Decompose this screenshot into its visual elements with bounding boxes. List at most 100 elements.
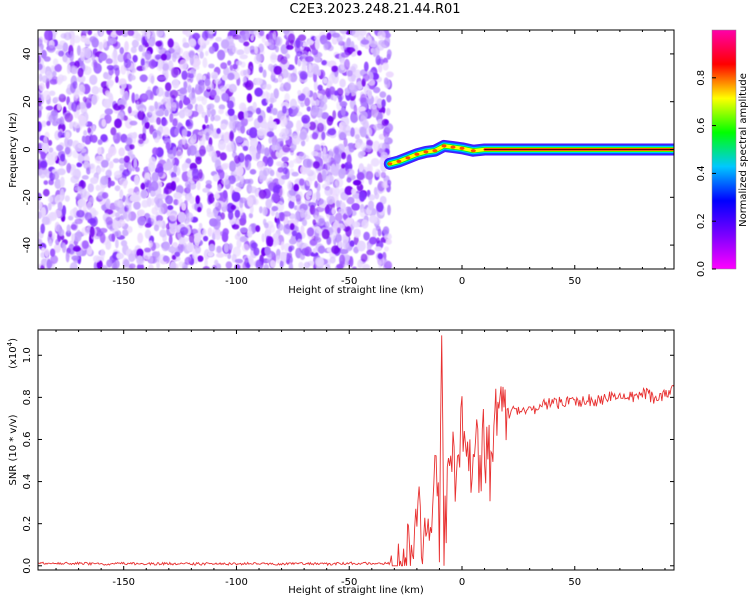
noise-speckle xyxy=(145,179,152,188)
noise-speckle xyxy=(208,63,215,69)
noise-speckle xyxy=(299,71,308,80)
noise-speckle xyxy=(175,149,183,160)
noise-speckle xyxy=(84,48,92,59)
noise-speckle xyxy=(155,110,165,117)
noise-speckle xyxy=(41,247,46,252)
noise-speckle xyxy=(258,174,265,183)
noise-speckle xyxy=(163,241,170,251)
noise-speckle xyxy=(218,108,224,115)
noise-speckle xyxy=(280,128,289,136)
noise-speckle xyxy=(46,45,56,53)
noise-speckle xyxy=(183,81,188,90)
noise-speckle xyxy=(48,239,53,247)
noise-speckle xyxy=(279,260,284,268)
noise-speckle xyxy=(69,65,79,74)
noise-speckle xyxy=(346,196,355,205)
noise-speckle xyxy=(202,75,206,81)
spectrogram-y-label: Frequency (Hz) xyxy=(8,112,19,188)
noise-speckle xyxy=(351,111,355,121)
noise-speckle xyxy=(124,197,132,209)
noise-speckle xyxy=(337,208,345,215)
noise-speckle xyxy=(301,50,309,59)
noise-speckle xyxy=(232,224,240,230)
noise-speckle xyxy=(365,33,371,42)
noise-speckle xyxy=(198,222,203,229)
noise-speckle xyxy=(144,247,152,253)
noise-speckle xyxy=(174,251,181,257)
noise-speckle xyxy=(91,94,98,106)
noise-speckle xyxy=(105,58,113,65)
noise-speckle xyxy=(232,63,238,70)
noise-speckle xyxy=(112,64,120,71)
snr-y-tick-label: 0.0 xyxy=(22,558,33,574)
noise-speckle xyxy=(184,256,192,266)
noise-speckle xyxy=(272,30,277,40)
noise-speckle xyxy=(54,63,62,73)
noise-speckle xyxy=(61,205,67,217)
noise-speckle xyxy=(254,87,263,97)
noise-speckle xyxy=(239,262,244,269)
noise-speckle xyxy=(173,164,178,174)
noise-speckle xyxy=(352,51,357,57)
noise-speckle xyxy=(301,63,307,74)
noise-speckle xyxy=(367,78,376,86)
noise-speckle xyxy=(46,258,52,269)
noise-speckle xyxy=(276,255,281,264)
noise-speckle xyxy=(103,98,112,109)
noise-speckle xyxy=(185,194,190,203)
noise-speckle xyxy=(195,156,202,165)
noise-speckle xyxy=(156,260,160,269)
noise-speckle xyxy=(117,200,123,208)
noise-speckle xyxy=(227,100,234,109)
noise-speckle xyxy=(108,37,117,45)
noise-speckle xyxy=(276,138,284,144)
noise-speckle xyxy=(41,216,51,225)
noise-speckle xyxy=(136,255,144,265)
noise-speckle xyxy=(87,218,96,224)
noise-speckle xyxy=(229,119,236,130)
noise-speckle xyxy=(127,106,132,114)
noise-speckle xyxy=(248,255,254,266)
noise-speckle xyxy=(210,114,215,122)
noise-speckle xyxy=(115,239,119,249)
noise-speckle xyxy=(199,51,204,59)
noise-speckle xyxy=(384,135,389,143)
noise-speckle xyxy=(284,93,290,103)
noise-speckle xyxy=(152,147,159,156)
noise-speckle xyxy=(319,102,328,112)
noise-speckle xyxy=(374,192,380,200)
noise-speckle xyxy=(156,30,164,38)
noise-speckle xyxy=(372,86,381,94)
noise-speckle xyxy=(291,230,298,237)
noise-speckle xyxy=(329,86,336,95)
noise-speckle xyxy=(336,87,344,96)
signal-blob xyxy=(414,152,420,156)
noise-speckle xyxy=(262,218,267,226)
noise-speckle xyxy=(334,147,340,155)
noise-speckle xyxy=(236,238,242,249)
snr-x-tick-label: -100 xyxy=(225,577,248,588)
noise-speckle xyxy=(129,120,138,126)
noise-speckle xyxy=(118,157,126,164)
noise-speckle xyxy=(357,50,362,56)
noise-speckle xyxy=(72,246,81,252)
noise-speckle xyxy=(83,161,91,169)
noise-speckle xyxy=(348,82,355,91)
noise-speckle xyxy=(297,34,307,42)
colorbar-tick-label: 0.0 xyxy=(696,261,707,277)
noise-speckle xyxy=(377,253,383,260)
snr-multiplier-exp: 4 xyxy=(6,341,14,346)
noise-speckle xyxy=(147,217,152,228)
noise-speckle xyxy=(48,230,53,238)
snr-y-tick-label: 0.8 xyxy=(22,389,33,405)
noise-speckle xyxy=(52,120,59,127)
noise-speckle xyxy=(275,36,283,47)
noise-speckle xyxy=(344,89,350,96)
noise-speckle xyxy=(185,158,192,165)
noise-speckle xyxy=(339,254,346,266)
noise-speckle xyxy=(147,162,156,173)
noise-speckle xyxy=(271,205,279,212)
noise-speckle xyxy=(315,257,324,267)
noise-speckle xyxy=(77,114,84,121)
noise-speckle xyxy=(185,122,193,127)
